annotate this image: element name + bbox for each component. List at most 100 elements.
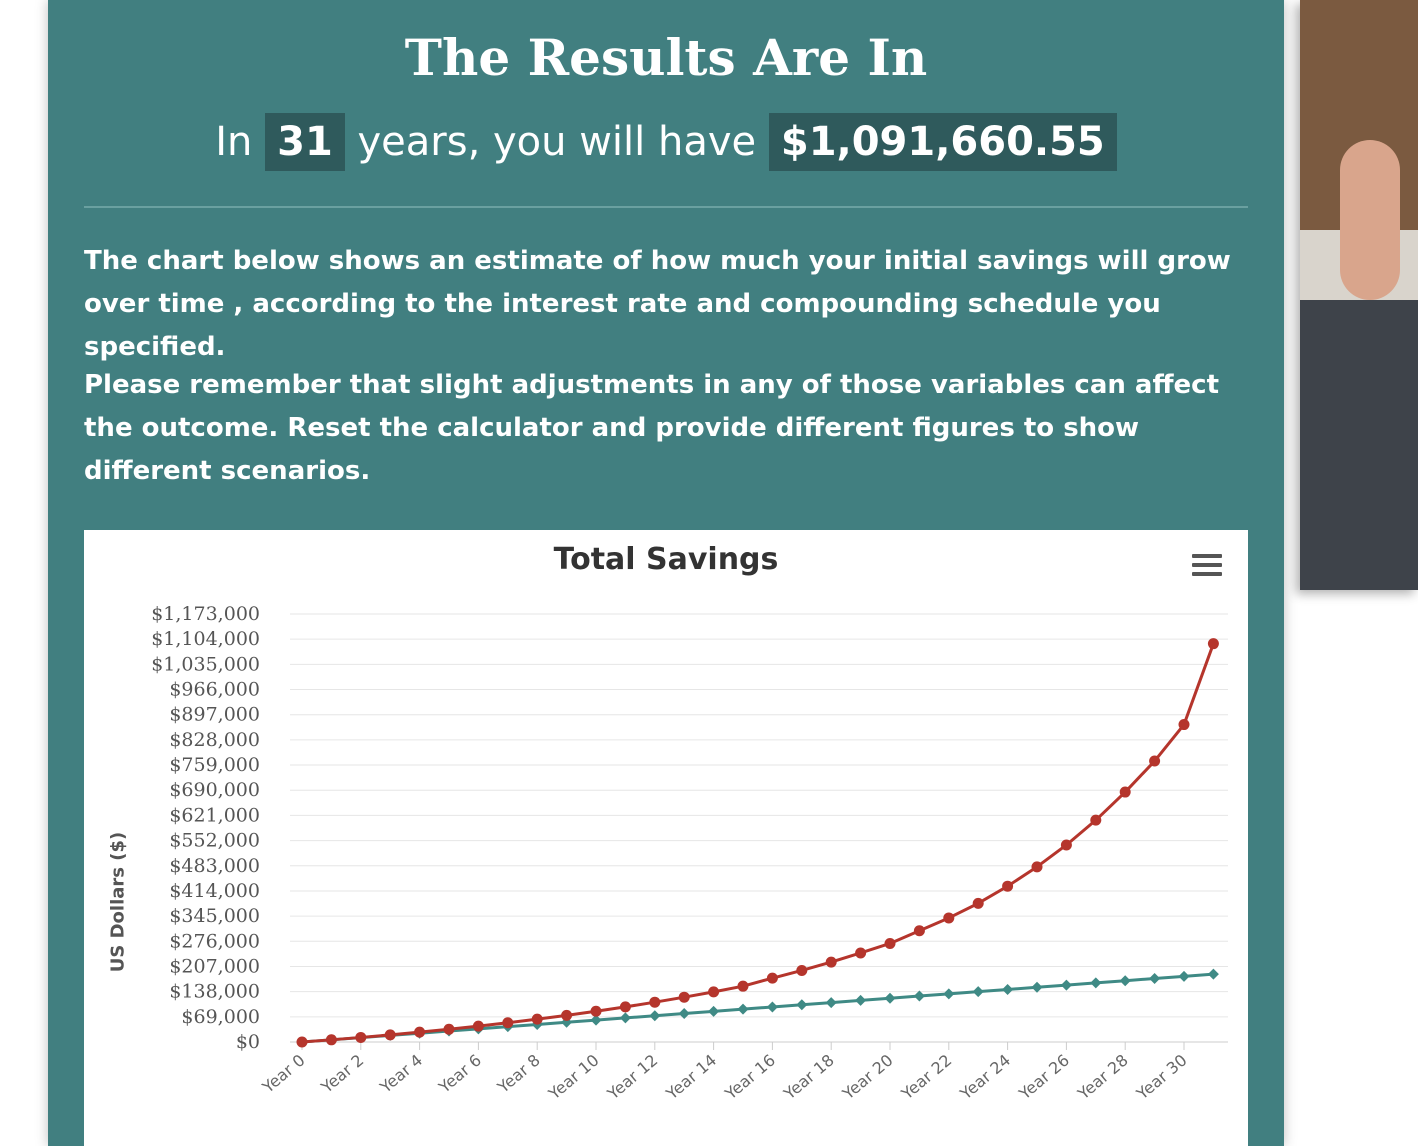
- data-point: [796, 999, 808, 1011]
- disclaimer-paragraph: Please remember that slight adjustments …: [84, 370, 1220, 486]
- data-point: [1178, 719, 1190, 731]
- x-tick-label: Year 22: [897, 1051, 955, 1104]
- x-tick-label: Year 16: [721, 1051, 779, 1104]
- savings-chart: $0 $69,000 $138,000 $207,000 $276,000 $345,00…: [151, 603, 1228, 1104]
- x-tick-label: Year 10: [544, 1051, 602, 1104]
- x-tick-label: Year 6: [434, 1051, 485, 1098]
- data-point: [737, 1003, 749, 1015]
- data-point: [619, 1012, 631, 1024]
- chart-card: $0 $69,000 $138,000 $207,000 $276,000 $345,00…: [84, 530, 1248, 1146]
- data-point: [502, 1017, 514, 1029]
- data-point: [296, 1036, 308, 1048]
- y-tick-label: $552,000: [169, 830, 260, 852]
- data-point: [708, 1005, 720, 1017]
- results-panel: The Results Are In In 31 years, you will…: [48, 0, 1284, 1146]
- data-point: [943, 988, 955, 1000]
- data-point: [913, 925, 925, 937]
- data-point: [472, 1020, 484, 1032]
- data-point: [1119, 975, 1131, 987]
- data-point: [1002, 983, 1014, 995]
- data-point: [884, 992, 896, 1004]
- data-point: [825, 997, 837, 1009]
- data-point: [1060, 979, 1072, 991]
- years-value: 31: [265, 113, 345, 171]
- chart-menu-icon[interactable]: [1192, 554, 1222, 580]
- data-point: [1090, 814, 1102, 826]
- data-point: [796, 964, 808, 976]
- x-tick-label: Year 26: [1015, 1051, 1073, 1104]
- results-summary: In 31 years, you will have $1,091,660.55: [48, 110, 1284, 174]
- x-tick-label: Year 20: [838, 1051, 896, 1104]
- data-point: [443, 1023, 455, 1035]
- data-point: [1119, 786, 1131, 798]
- data-point: [649, 1010, 661, 1022]
- y-tick-label: $759,000: [169, 754, 260, 776]
- x-tick-label: Year 12: [603, 1051, 661, 1104]
- chart-title: Total Savings: [553, 542, 779, 577]
- y-tick-label: $0: [236, 1031, 260, 1053]
- data-point: [855, 947, 867, 959]
- data-point: [1090, 977, 1102, 989]
- x-tick-label: Year 0: [258, 1051, 309, 1098]
- y-tick-label: $621,000: [169, 804, 260, 826]
- x-tick-label: Year 4: [376, 1051, 427, 1098]
- data-point: [384, 1029, 396, 1041]
- data-point: [766, 1001, 778, 1013]
- data-point: [531, 1013, 543, 1025]
- data-point: [1178, 970, 1190, 982]
- data-point: [943, 912, 955, 924]
- x-tick-label: Year 30: [1132, 1051, 1190, 1104]
- data-point: [649, 996, 661, 1008]
- y-tick-label: $828,000: [169, 729, 260, 751]
- explanation-paragraph: The chart below shows an estimate of how…: [84, 246, 1231, 362]
- data-point: [1207, 968, 1219, 980]
- data-point: [1031, 981, 1043, 993]
- data-point: [884, 937, 896, 949]
- divider: [84, 206, 1248, 208]
- data-point: [678, 991, 690, 1003]
- data-point: [1149, 973, 1161, 985]
- data-point: [766, 972, 778, 984]
- data-point: [1060, 839, 1072, 851]
- series-line: [301, 643, 1215, 1044]
- presenter-video-thumbnail: [1300, 0, 1418, 590]
- data-point: [590, 1014, 602, 1026]
- y-axis-label-text: US Dollars ($): [107, 831, 129, 973]
- x-tick-label: Year 24: [956, 1051, 1014, 1104]
- data-point: [1149, 755, 1161, 767]
- y-tick-label: $1,173,000: [151, 603, 260, 625]
- data-point: [414, 1026, 426, 1038]
- data-point: [737, 980, 749, 992]
- y-tick-label: $1,104,000: [151, 628, 260, 650]
- data-point: [1031, 861, 1043, 873]
- data-point: [678, 1008, 690, 1020]
- data-point: [355, 1031, 367, 1043]
- data-point: [913, 990, 925, 1002]
- x-tick-label: Year 2: [317, 1051, 368, 1098]
- y-tick-label: $897,000: [169, 704, 260, 726]
- y-tick-label: $690,000: [169, 779, 260, 801]
- y-tick-label: $966,000: [169, 679, 260, 701]
- series-line: [301, 972, 1214, 1044]
- data-point: [1002, 880, 1014, 892]
- x-tick-label: Year 14: [662, 1051, 720, 1104]
- x-tick-label: Year 18: [779, 1051, 837, 1104]
- data-point: [1207, 638, 1219, 650]
- y-tick-label: $207,000: [169, 955, 260, 977]
- y-tick-label: $276,000: [169, 930, 260, 952]
- amount-value: $1,091,660.55: [768, 113, 1117, 171]
- data-point: [825, 956, 837, 968]
- y-tick-label: $483,000: [169, 855, 260, 877]
- y-tick-label: $345,000: [169, 905, 260, 927]
- data-point: [325, 1034, 337, 1046]
- data-point: [561, 1009, 573, 1021]
- y-tick-label: $414,000: [169, 880, 260, 902]
- y-tick-label: $138,000: [169, 981, 260, 1003]
- summary-prefix: In: [215, 119, 253, 165]
- data-point: [590, 1005, 602, 1017]
- results-title: The Results Are In: [404, 28, 928, 87]
- data-point: [972, 986, 984, 998]
- x-tick-label: Year 28: [1073, 1051, 1131, 1104]
- data-point: [708, 986, 720, 998]
- data-point: [619, 1001, 631, 1013]
